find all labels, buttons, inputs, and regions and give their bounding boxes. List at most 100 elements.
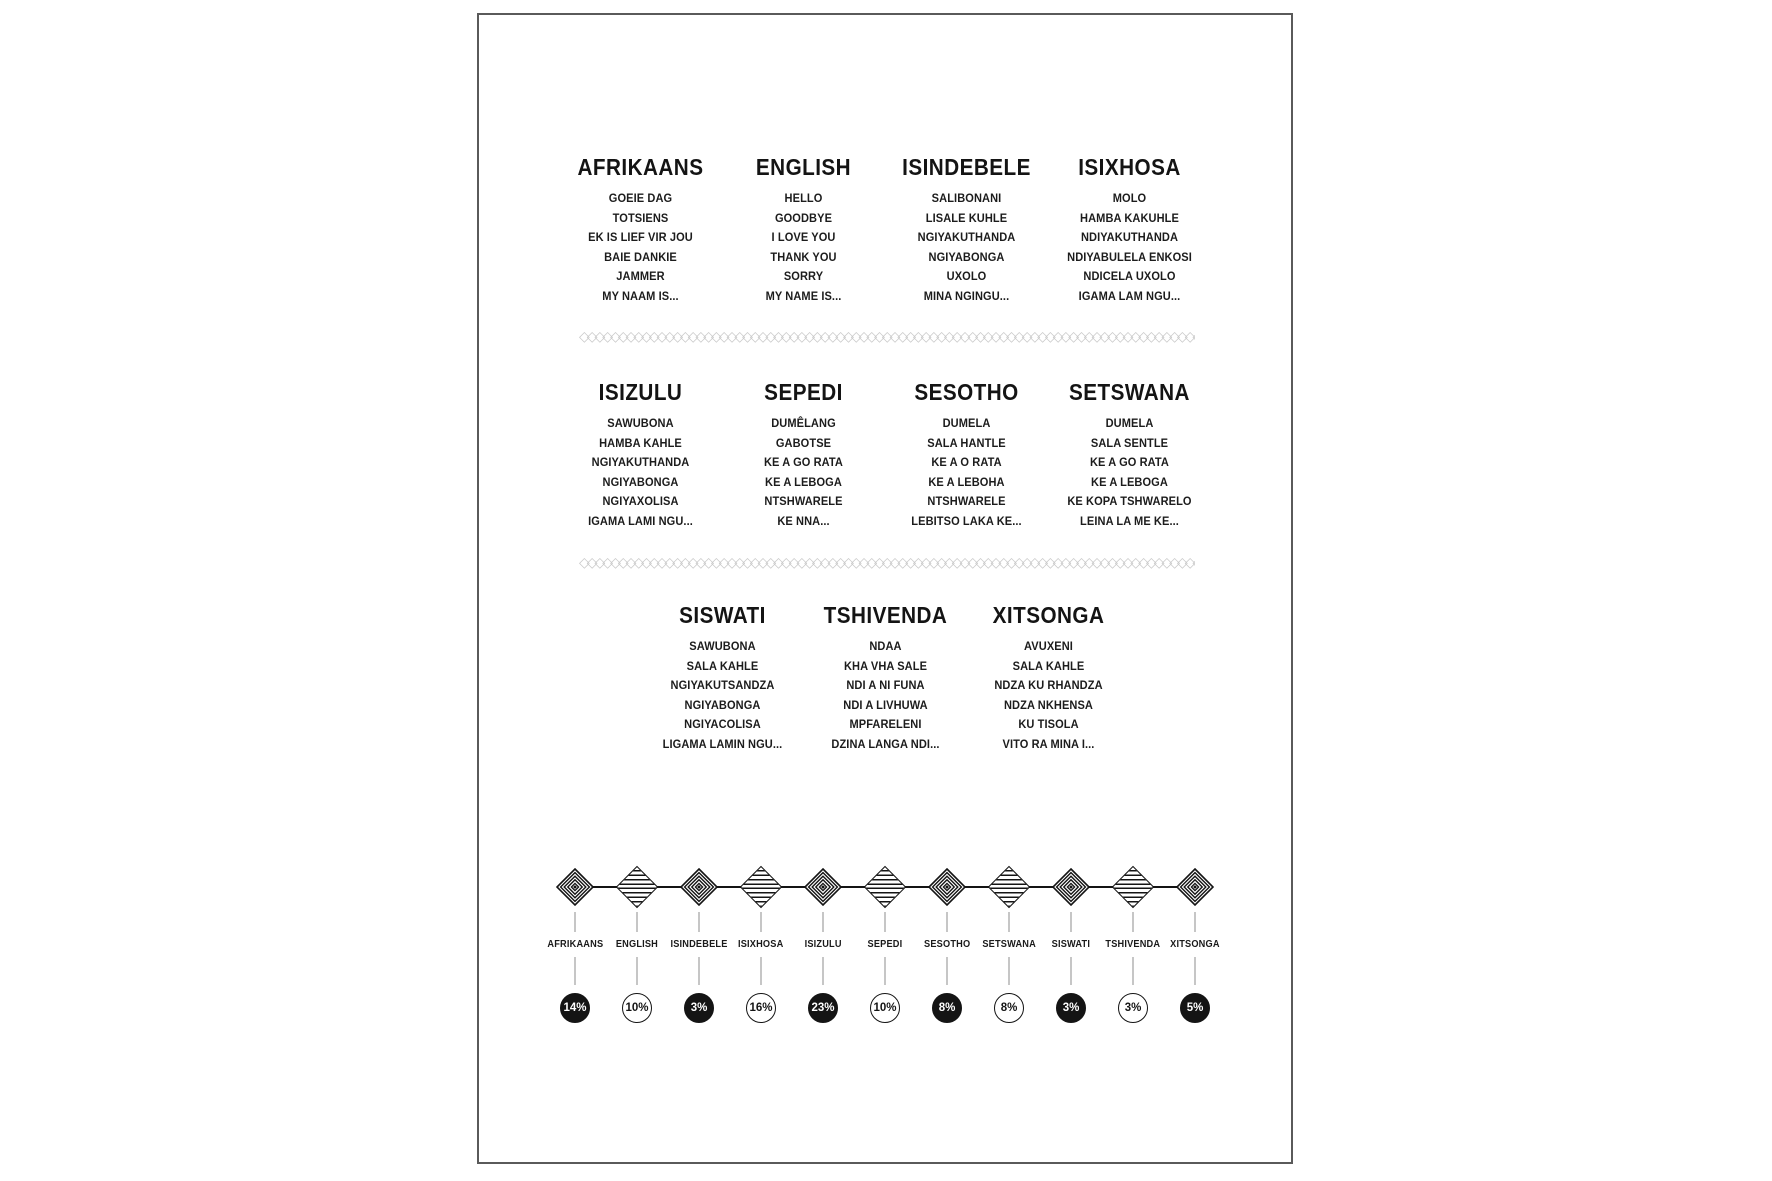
phrase: GOODBYE [774,210,833,225]
language-heading: ISIXHOSA [1078,154,1181,180]
phrase-list: DUMÊLANG GABOTSE KE A GO RATA KE A LEBOGA NT… [729,414,879,531]
phrase: MY NAAM IS... [602,288,679,303]
phrase-list: NDAA KHA VHA SALE NDI A NI FUNA NDI A LIVHU… [810,637,960,754]
phrase: IGAMA LAM NGU... [1078,288,1181,303]
phrase: KE A LEBOHA [928,474,1005,489]
timeline-language-label: XITSONGA [1170,939,1220,950]
language-heading: TSHIVENDA [823,602,947,628]
phrase: HAMBA KAKUHLE [1080,210,1179,225]
language-column-isindebele: ISINDEBELE SALIBONANI LISALE KUHLE NGIYAKUT… [885,154,1048,306]
phrase: KE A O RATA [931,455,1002,469]
language-column-afrikaans: AFRIKAANS GOEIE DAG TOTSIENS EK IS LIEF VIR… [559,154,722,306]
phrase: HAMBA KAHLE [599,435,682,450]
phrase: NGIYABONGA [602,474,679,489]
timeline-item-isixhosa: ISIXHOSA 16% [730,865,792,1023]
percentage-badge: 23% [808,993,838,1023]
timeline-diamond [556,865,594,909]
greetings-row-1: AFRIKAANS GOEIE DAG TOTSIENS EK IS LIEF VIR… [479,154,1291,306]
timeline-tick [636,957,638,985]
phrase: NDAA [868,639,902,653]
language-heading: SETSWANA [1069,379,1190,405]
phrase: SALA KAHLE [686,658,758,673]
timeline-diamond [1176,865,1214,909]
phrase: LEINA LA ME KE... [1080,513,1179,528]
timeline-tick [1132,912,1134,932]
language-heading: ENGLISH [755,154,852,180]
timeline-diamond [928,865,966,909]
language-column-siswati: SISWATI SAWUBONA SALA KAHLE NGIYAKUTSANDZA N… [641,602,804,754]
phrase: NGIYAKUTHANDA [591,455,690,469]
timeline-item-isindebele: ISINDEBELE 3% [668,865,730,1023]
phrase: KU TISOLA [1017,717,1079,731]
timeline-diamond [1052,865,1090,909]
timeline-diamond [1111,865,1155,909]
percentage-badge: 10% [870,993,900,1023]
diamond-concentric-icon [928,868,966,906]
phrase: HELLO [784,191,823,205]
language-column-sepedi: SEPEDI DUMÊLANG GABOTSE KE A GO RATA KE A LE… [722,379,885,531]
timeline-language-label: ISIXHOSA [738,939,784,950]
phrase: SALA SENTLE [1090,435,1169,450]
phrase: THANK YOU [770,249,837,264]
timeline-tick [884,912,886,932]
phrase: NGIYAKUTHANDA [917,230,1016,244]
timeline-tick [1070,957,1072,985]
phrase: DZINA LANGA NDI... [830,736,940,751]
phrase: KE A LEBOGA [765,474,842,489]
language-percentage-timeline: AFRIKAANS 14% ENGLISH 10% ISINDEBELE 3% ISIXHO… [479,865,1291,1023]
phrase: MY NAME IS... [765,288,842,303]
timeline-language-label: SEPEDI [867,939,903,950]
timeline-item-siswati: SISWATI 3% [1040,865,1102,1023]
timeline-language-label: SISWATI [1051,939,1091,950]
timeline-tick [1070,912,1072,932]
phrase-list: AVUXENI SALA KAHLE NDZA KU RHANDZA NDZA NKH… [973,637,1123,754]
greetings-row-2: ISIZULU SAWUBONA HAMBA KAHLE NGIYAKUTHANDA N… [479,379,1291,531]
phrase: NTSHWARELE [764,494,843,508]
diamond-striped-icon [863,865,907,909]
phrase: NDI A NI FUNA [845,678,925,692]
phrase: DUMELA [942,416,991,430]
phrase-list: SAWUBONA SALA KAHLE NGIYAKUTSANDZA NGIYABON… [647,637,797,754]
diamond-striped-icon [739,865,783,909]
timeline-item-setswana: SETSWANA 8% [978,865,1040,1023]
phrase-list: SALIBONANI LISALE KUHLE NGIYAKUTHANDA NGIYA… [892,189,1042,306]
phrase: NDIYABULELA ENKOSI [1067,249,1192,264]
phrase: KE A LEBOGA [1091,474,1168,489]
percentage-badge: 8% [932,993,962,1023]
phrase: BAIE DANKIE [604,249,677,264]
timeline-tick [1132,957,1134,985]
phrase: JAMMER [616,269,665,283]
diamond-striped-icon [987,865,1031,909]
percentage-badge: 14% [560,993,590,1023]
phrase: NDZA KU RHANDZA [993,678,1103,692]
phrase: DUMÊLANG [771,416,836,430]
languages-poster: AFRIKAANS GOEIE DAG TOTSIENS EK IS LIEF VIR… [477,13,1293,1164]
phrase: UXOLO [946,269,987,283]
phrase: SAWUBONA [607,416,674,430]
timeline-language-label: ISIZULU [804,939,842,950]
diamond-concentric-icon [556,868,594,906]
percentage-badge: 8% [994,993,1024,1023]
phrase: AVUXENI [1023,639,1073,653]
phrase: KE KOPA TSHWARELO [1067,494,1192,508]
diamond-striped-icon [615,865,659,909]
phrase: MINA NGINGU... [923,288,1010,303]
language-heading: AFRIKAANS [577,154,704,180]
percentage-badge: 3% [684,993,714,1023]
timeline-tick [1194,957,1196,985]
phrase: IGAMA LAMI NGU... [588,513,693,528]
percentage-badge: 3% [1118,993,1148,1023]
language-column-english: ENGLISH HELLO GOODBYE I LOVE YOU THANK YOU SO… [722,154,885,306]
language-heading: SESOTHO [914,379,1019,405]
phrase: NGIYAKUTSANDZA [670,678,774,692]
phrase: NGIYABONGA [684,697,760,712]
phrase: SALA KAHLE [1012,658,1084,673]
timeline-language-label: TSHIVENDA [1105,939,1161,950]
timeline-item-isizulu: ISIZULU 23% [792,865,854,1023]
phrase: SALIBONANI [931,191,1002,205]
phrase: LISALE KUHLE [925,210,1008,225]
language-column-isixhosa: ISIXHOSA MOLO HAMBA KAKUHLE NDIYAKUTHANDA ND… [1048,154,1211,306]
timeline-tick [574,957,576,985]
phrase: VITO RA MINA I... [1002,736,1094,751]
timeline-language-label: ENGLISH [615,939,659,950]
